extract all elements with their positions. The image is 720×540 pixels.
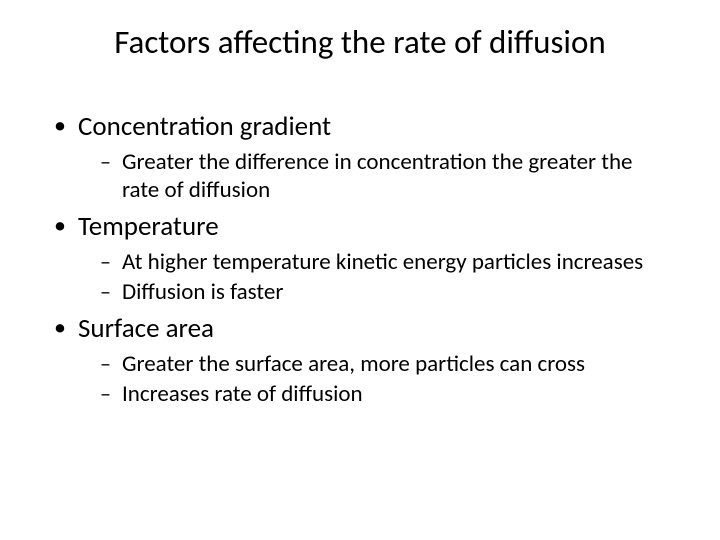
list-item: Concentration gradient Greater the diffe… xyxy=(52,110,668,204)
bullet-text: Surface area xyxy=(78,312,214,345)
slide-title: Factors affecting the rate of diffusion xyxy=(40,22,680,62)
sub-list-item: Diffusion is faster xyxy=(100,278,668,306)
slide: Factors affecting the rate of diffusion … xyxy=(0,0,720,540)
sub-bullet-text: Greater the surface area, more particles… xyxy=(122,350,585,378)
sub-list-item: Increases rate of diffusion xyxy=(100,380,668,408)
sub-bullet-text: Diffusion is faster xyxy=(122,278,283,306)
sub-bullet-text: At higher temperature kinetic energy par… xyxy=(122,248,643,276)
sub-bullet-text: Increases rate of diffusion xyxy=(122,380,363,408)
sub-list-item: Greater the difference in concentration … xyxy=(100,148,668,204)
list-item: Temperature At higher temperature kineti… xyxy=(52,210,668,306)
list-item: Surface area Greater the surface area, m… xyxy=(52,312,668,408)
sub-list: At higher temperature kinetic energy par… xyxy=(100,248,668,306)
slide-content: Concentration gradient Greater the diffe… xyxy=(0,110,720,408)
bullet-text: Temperature xyxy=(78,210,219,243)
sub-list-item: At higher temperature kinetic energy par… xyxy=(100,248,668,276)
sub-list-item: Greater the surface area, more particles… xyxy=(100,350,668,378)
sub-list: Greater the surface area, more particles… xyxy=(100,350,668,408)
sub-bullet-text: Greater the difference in concentration … xyxy=(122,148,633,204)
bullet-list: Concentration gradient Greater the diffe… xyxy=(52,110,668,408)
sub-list: Greater the difference in concentration … xyxy=(100,148,668,204)
bullet-text: Concentration gradient xyxy=(78,110,331,143)
